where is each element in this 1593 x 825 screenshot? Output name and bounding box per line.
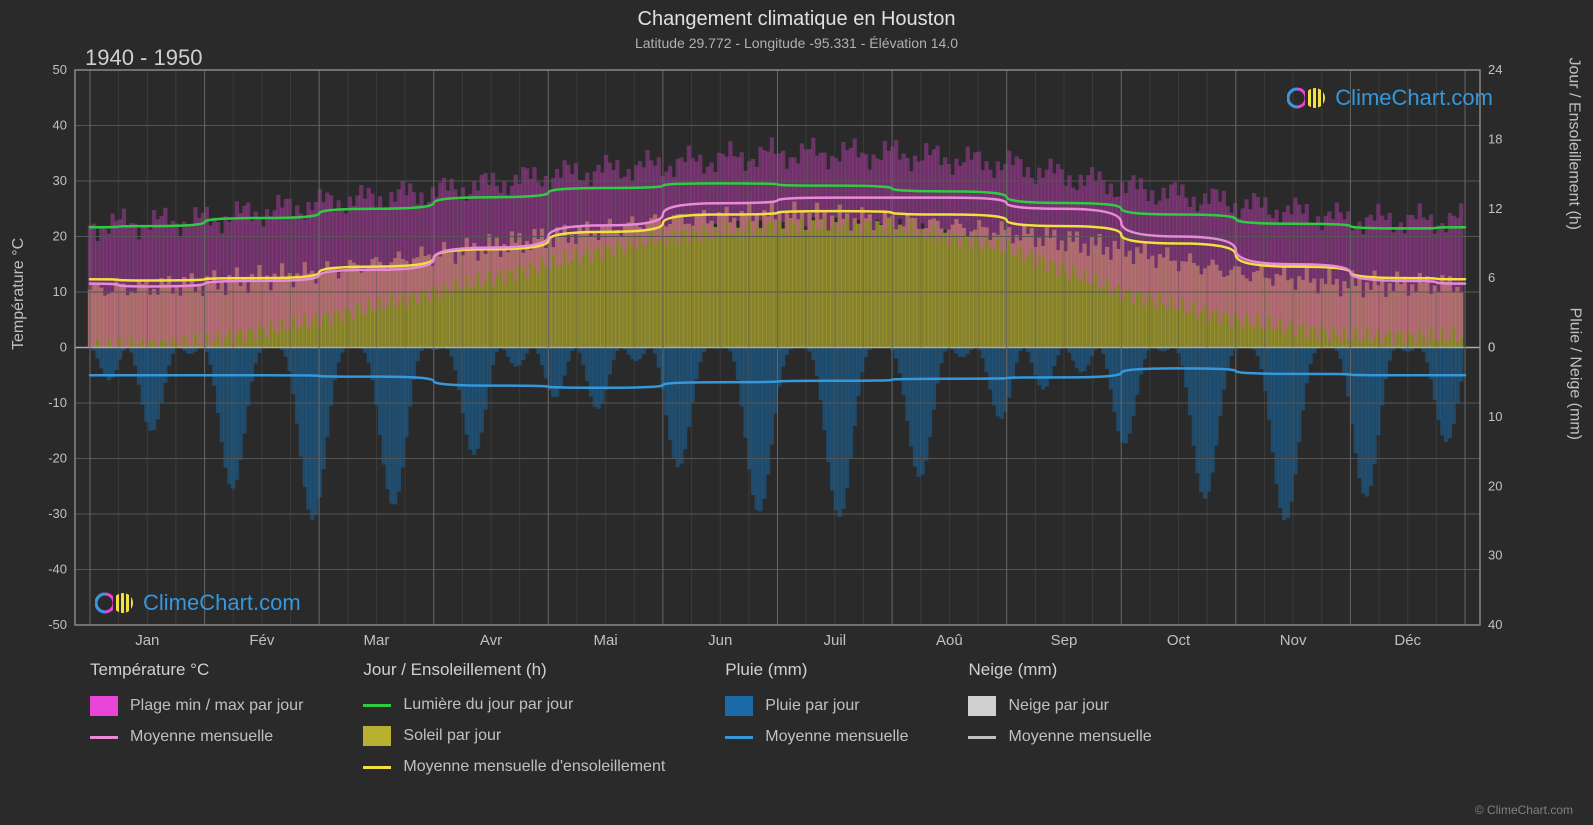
legend-col-temp: Température °C Plage min / max par jour Mo… (90, 660, 303, 776)
legend-swatch (90, 736, 118, 739)
legend-header: Pluie (mm) (725, 660, 908, 680)
svg-text:20: 20 (53, 229, 67, 244)
svg-text:-30: -30 (48, 506, 67, 521)
legend-label: Plage min / max par jour (130, 697, 303, 715)
svg-text:Juil: Juil (824, 632, 847, 649)
watermark-text: ClimeChart.com (143, 590, 301, 616)
svg-text:Avr: Avr (480, 632, 502, 649)
svg-text:Mai: Mai (594, 632, 618, 649)
legend-swatch (968, 696, 996, 716)
svg-text:0: 0 (1488, 340, 1495, 355)
logo-icon (95, 591, 135, 615)
svg-text:Fév: Fév (249, 632, 275, 649)
chart-title: Changement climatique en Houston (0, 0, 1593, 31)
watermark-top: ClimeChart.com (1287, 85, 1493, 111)
legend-swatch (363, 704, 391, 707)
svg-text:10: 10 (1488, 409, 1502, 424)
legend-item: Soleil par jour (363, 726, 665, 746)
svg-text:20: 20 (1488, 478, 1502, 493)
svg-text:-50: -50 (48, 617, 67, 632)
legend-item: Moyenne mensuelle (968, 728, 1151, 746)
watermark-text: ClimeChart.com (1335, 85, 1493, 111)
legend-label: Neige par jour (1008, 697, 1109, 715)
legend: Température °C Plage min / max par jour Mo… (90, 660, 1490, 776)
legend-label: Moyenne mensuelle (765, 728, 908, 746)
legend-item: Pluie par jour (725, 696, 908, 716)
legend-col-daylight: Jour / Ensoleillement (h) Lumière du jour… (363, 660, 665, 776)
legend-label: Moyenne mensuelle (1008, 728, 1151, 746)
legend-header: Température °C (90, 660, 303, 680)
legend-swatch (725, 736, 753, 739)
svg-text:30: 30 (1488, 548, 1502, 563)
legend-item: Moyenne mensuelle d'ensoleillement (363, 758, 665, 776)
chart-subtitle: Latitude 29.772 - Longitude -95.331 - Él… (0, 31, 1593, 51)
svg-text:50: 50 (53, 62, 67, 77)
legend-label: Moyenne mensuelle (130, 728, 273, 746)
svg-text:40: 40 (53, 118, 67, 133)
legend-label: Lumière du jour par jour (403, 696, 573, 714)
watermark-bottom: ClimeChart.com (95, 590, 301, 616)
legend-col-rain: Pluie (mm) Pluie par jour Moyenne mensuell… (725, 660, 908, 776)
svg-text:18: 18 (1488, 131, 1502, 146)
svg-text:30: 30 (53, 173, 67, 188)
svg-text:12: 12 (1488, 201, 1502, 216)
plot-area: -50-40-30-20-100102030405006121824010203… (75, 70, 1480, 625)
svg-text:Aoû: Aoû (936, 632, 963, 649)
svg-text:40: 40 (1488, 617, 1502, 632)
logo-icon (1287, 86, 1327, 110)
y-axis-right-top-label: Jour / Ensoleillement (h) (1565, 57, 1583, 230)
svg-text:Déc: Déc (1394, 632, 1421, 649)
period-label: 1940 - 1950 (85, 45, 202, 71)
svg-text:-20: -20 (48, 451, 67, 466)
svg-text:-40: -40 (48, 562, 67, 577)
legend-item: Plage min / max par jour (90, 696, 303, 716)
legend-swatch (968, 736, 996, 739)
svg-text:Oct: Oct (1167, 632, 1191, 649)
svg-text:Mar: Mar (364, 632, 390, 649)
y-axis-left-label: Température °C (10, 238, 28, 350)
legend-label: Pluie par jour (765, 697, 859, 715)
svg-text:Sep: Sep (1051, 632, 1078, 649)
svg-text:24: 24 (1488, 62, 1502, 77)
svg-text:0: 0 (60, 340, 67, 355)
svg-text:Jan: Jan (135, 632, 159, 649)
svg-text:6: 6 (1488, 270, 1495, 285)
plot-svg: -50-40-30-20-100102030405006121824010203… (75, 70, 1480, 625)
svg-text:Jun: Jun (708, 632, 732, 649)
legend-swatch (363, 766, 391, 769)
legend-header: Jour / Ensoleillement (h) (363, 660, 665, 680)
legend-col-snow: Neige (mm) Neige par jour Moyenne mensuell… (968, 660, 1151, 776)
svg-text:10: 10 (53, 284, 67, 299)
legend-item: Neige par jour (968, 696, 1151, 716)
legend-item: Moyenne mensuelle (725, 728, 908, 746)
svg-text:-10: -10 (48, 395, 67, 410)
legend-item: Lumière du jour par jour (363, 696, 665, 714)
legend-header: Neige (mm) (968, 660, 1151, 680)
svg-text:Nov: Nov (1280, 632, 1307, 649)
legend-item: Moyenne mensuelle (90, 728, 303, 746)
legend-label: Moyenne mensuelle d'ensoleillement (403, 758, 665, 776)
copyright: © ClimeChart.com (1475, 803, 1573, 817)
legend-swatch (363, 726, 391, 746)
y-axis-right-bottom-label: Pluie / Neige (mm) (1565, 308, 1583, 440)
legend-label: Soleil par jour (403, 727, 501, 745)
legend-swatch (725, 696, 753, 716)
legend-swatch (90, 696, 118, 716)
